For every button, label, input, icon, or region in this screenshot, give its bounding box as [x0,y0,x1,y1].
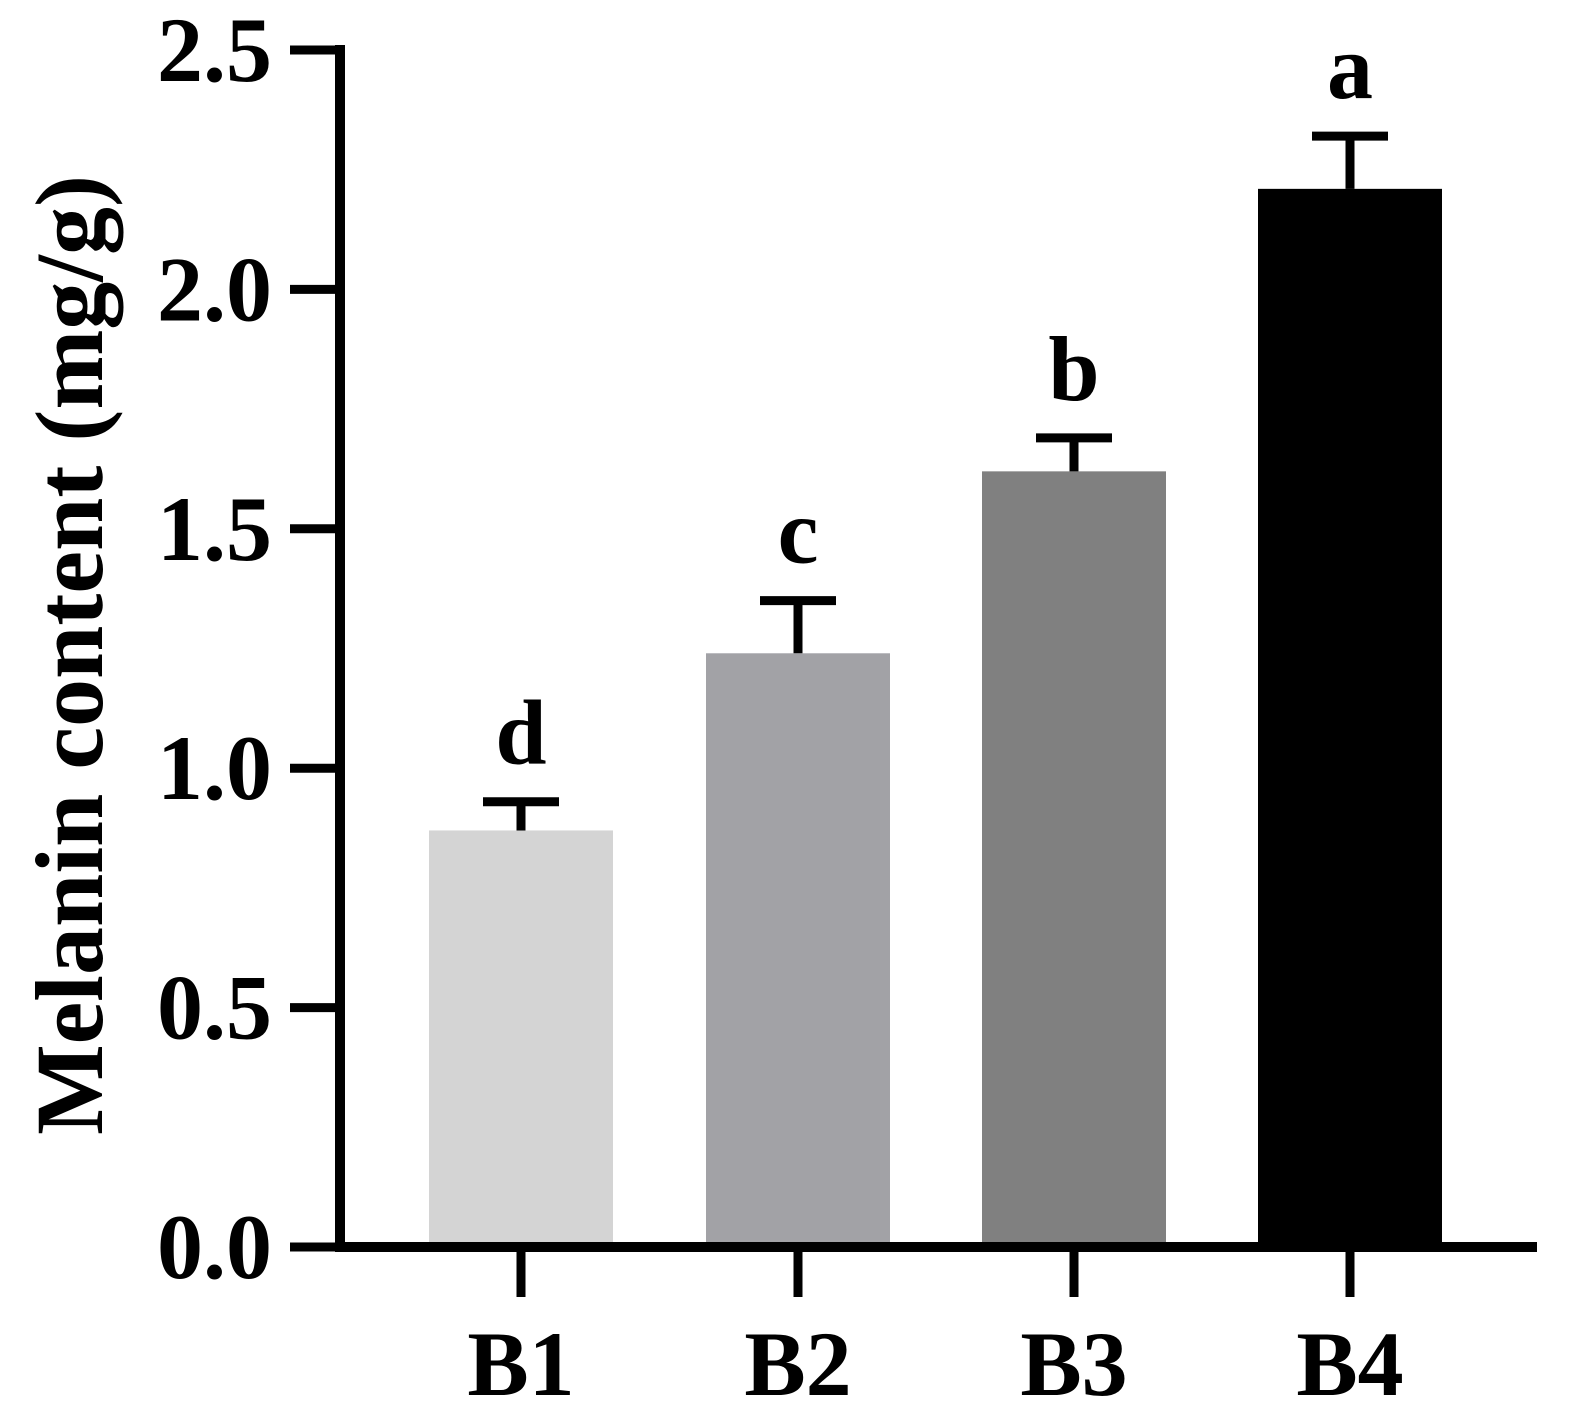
bar-B4 [1258,188,1442,1247]
significance-labels-group: d c b a [495,16,1373,784]
x-tick-label-B4: B4 [1296,1313,1403,1415]
error-bars-group [483,131,1388,831]
significance-label-B2: c [778,481,819,583]
x-tick-label-B2: B2 [744,1313,851,1415]
significance-label-B1: d [495,682,546,784]
significance-label-B4: a [1327,16,1373,118]
bar-B3 [982,471,1166,1247]
x-tick-label-B1: B1 [467,1313,574,1415]
y-axis-title: Melanin content (mg/g) [16,175,123,1135]
y-tick-label-0.5: 0.5 [157,957,272,1059]
axes-group [335,45,1537,1252]
bars-group [429,188,1442,1247]
significance-label-B3: b [1048,318,1099,420]
y-tick-label-2.5: 2.5 [157,0,272,101]
x-tick-label-B3: B3 [1020,1313,1127,1415]
x-ticks-group: B1 B2 B3 B4 [467,1247,1404,1415]
bar-B1 [429,830,613,1247]
y-tick-label-1.5: 1.5 [157,478,272,580]
y-tick-label-0.0: 0.0 [157,1196,272,1298]
y-ticks-group: 0.0 0.5 1.0 1.5 2.0 2.5 [157,0,340,1298]
y-tick-label-2.0: 2.0 [157,238,272,340]
bar-B2 [706,653,890,1247]
y-tick-label-1.0: 1.0 [157,717,272,819]
